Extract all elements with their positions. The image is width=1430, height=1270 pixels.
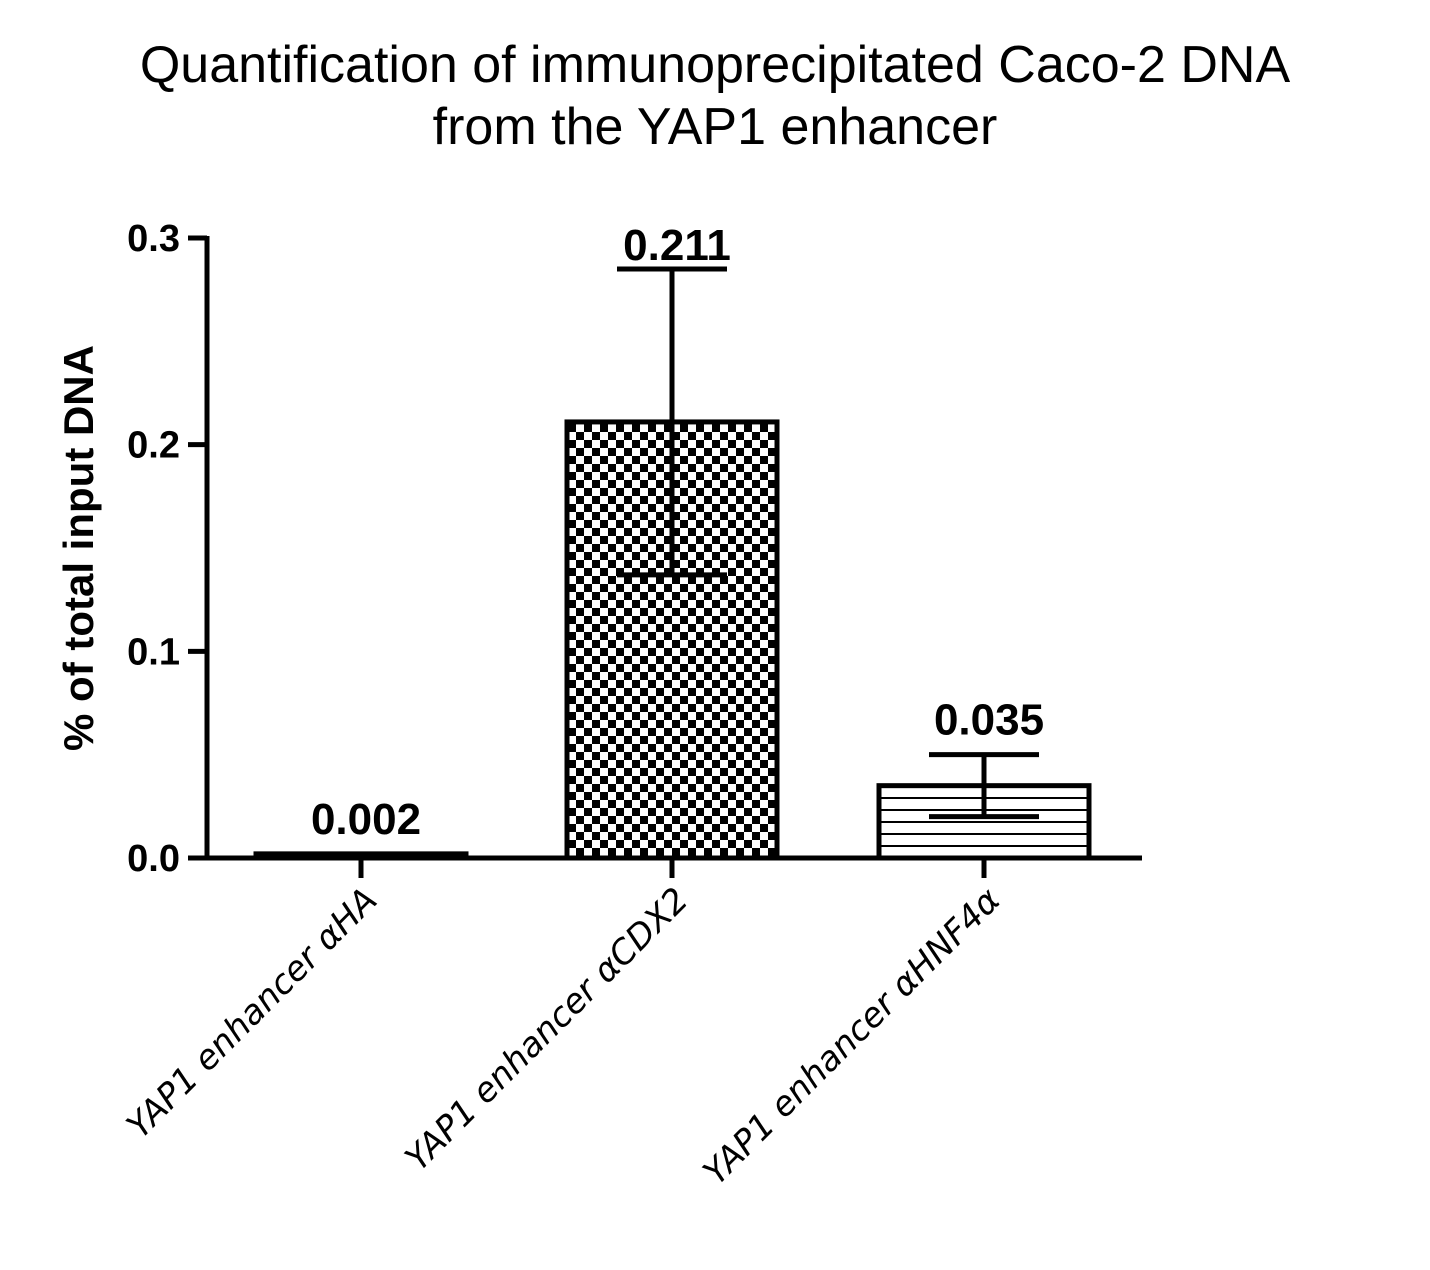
- value-label-2: 0.035: [934, 696, 1044, 745]
- chart-title: Quantification of immunoprecipitated Cac…: [0, 34, 1430, 158]
- y-tick-label-0: 0.0: [127, 838, 180, 880]
- y-axis-label: % of total input DNA: [55, 345, 102, 751]
- value-label-0: 0.002: [311, 795, 421, 844]
- y-tick-label-3: 0.3: [127, 218, 180, 260]
- y-tick-label-2: 0.2: [127, 425, 180, 467]
- y-tick-label-1: 0.1: [127, 631, 180, 673]
- value-label-1: 0.211: [623, 221, 731, 270]
- value-labels-group: 0.002 0.211 0.035: [311, 221, 1044, 844]
- x-tick-label-2: YAP1 enhancer αHNF4α: [696, 880, 1009, 1193]
- x-labels-group: YAP1 enhancer αHA YAP1 enhancer αCDX2 YAP1…: [119, 880, 1008, 1193]
- chart-title-line-1: Quantification of immunoprecipitated Cac…: [139, 36, 1291, 94]
- error-bars-group: [617, 266, 1039, 820]
- x-tick-label-0: YAP1 enhancer αHA: [119, 880, 385, 1146]
- x-tick-label-1: YAP1 enhancer αCDX2: [398, 880, 697, 1179]
- chart-title-line-2: from the YAP1 enhancer: [432, 98, 998, 156]
- x-ticks-group: [358, 858, 987, 878]
- y-ticks-group: 0.0 0.1 0.2 0.3: [127, 218, 207, 880]
